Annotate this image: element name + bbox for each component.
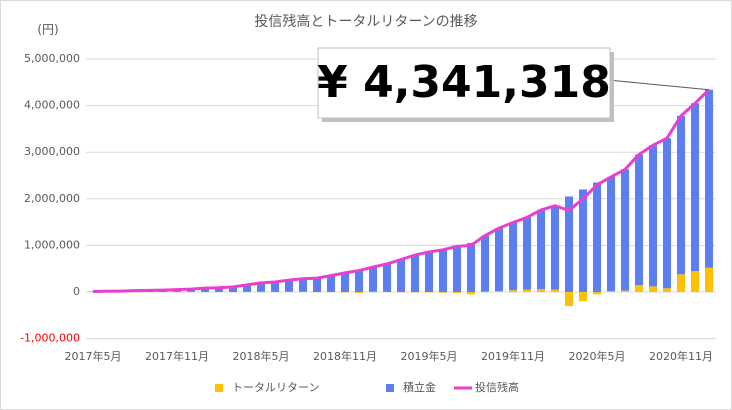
y-tick-label: 0: [73, 285, 80, 298]
bar: [215, 287, 223, 292]
bar: [537, 209, 545, 290]
x-tick-label: 2020年11月: [649, 349, 713, 363]
legend-label: 積立金: [403, 380, 436, 394]
bar: [579, 189, 587, 292]
callout-text: ¥ 4,341,318: [317, 57, 611, 108]
x-tick-label: 2017年11月: [145, 349, 209, 363]
line: [92, 88, 711, 294]
bar: [663, 288, 671, 292]
legend-swatch: [386, 384, 394, 392]
bar: [677, 115, 685, 275]
y-tick-label: -1,000,000: [20, 332, 80, 345]
bar: [621, 169, 629, 291]
callout-box: [317, 47, 611, 119]
bar: [523, 289, 531, 292]
x-tick-label: 2019年11月: [481, 349, 545, 363]
legend-swatch: [215, 384, 223, 392]
bar: [691, 271, 699, 292]
bar: [593, 182, 601, 292]
bar: [383, 263, 391, 292]
x-tick-label: 2019年5月: [401, 349, 458, 363]
bar: [621, 290, 629, 292]
bar: [551, 205, 559, 290]
bar: [523, 217, 531, 290]
bar: [411, 254, 419, 292]
bar: [355, 292, 363, 293]
bar: [439, 292, 447, 293]
bar: [467, 292, 475, 295]
bar: [663, 138, 671, 289]
legend-label: トータルリターン: [232, 381, 319, 394]
y-tick-label: 1,000,000: [24, 238, 80, 251]
chart-title: 投信残高とトータルリターンの推移: [254, 13, 477, 30]
bar: [453, 245, 461, 292]
bar: [355, 269, 363, 292]
bar: [649, 286, 657, 292]
legend-label: 投信残高: [475, 380, 519, 394]
bar: [509, 222, 517, 291]
x-tick-label: 2020年5月: [569, 349, 626, 363]
bar: [705, 89, 713, 268]
bar: [705, 267, 713, 292]
bar: [285, 280, 293, 292]
bar: [607, 176, 615, 292]
bar: [579, 292, 587, 302]
bar: [593, 292, 601, 295]
bar: [299, 278, 307, 292]
x-tick-label: 2018年5月: [233, 349, 290, 363]
bar: [243, 284, 251, 292]
y-tick-label: 3,000,000: [24, 145, 80, 158]
bar: [467, 243, 475, 292]
bar: [607, 291, 615, 292]
bar: [551, 289, 559, 292]
y-tick-label: 5,000,000: [24, 52, 80, 65]
bar: [691, 103, 699, 272]
bar: [677, 274, 685, 292]
bar: [565, 292, 573, 306]
bar: [453, 292, 461, 293]
bar: [271, 282, 279, 292]
y-tick-label: 4,000,000: [24, 99, 80, 112]
bar: [229, 286, 237, 292]
y-unit-label: (円): [37, 23, 58, 37]
bar: [341, 272, 349, 292]
bar: [495, 291, 503, 292]
bar: [565, 196, 573, 292]
bar: [635, 285, 643, 292]
x-tick-label: 2018年11月: [313, 349, 377, 363]
bar: [635, 154, 643, 286]
bar: [537, 289, 545, 292]
callout-leader: [607, 79, 710, 91]
bar: [327, 275, 335, 292]
bar: [313, 278, 321, 292]
bar: [369, 267, 377, 292]
bar: [257, 282, 265, 292]
bar: [649, 145, 657, 287]
y-tick-label: 2,000,000: [24, 192, 80, 205]
bar: [201, 288, 209, 292]
x-tick-label: 2017年5月: [65, 349, 122, 363]
bar: [481, 235, 489, 292]
bar: [495, 228, 503, 292]
bar: [397, 259, 405, 292]
bar: [425, 251, 433, 292]
bar: [509, 290, 517, 292]
bar: [439, 249, 447, 292]
